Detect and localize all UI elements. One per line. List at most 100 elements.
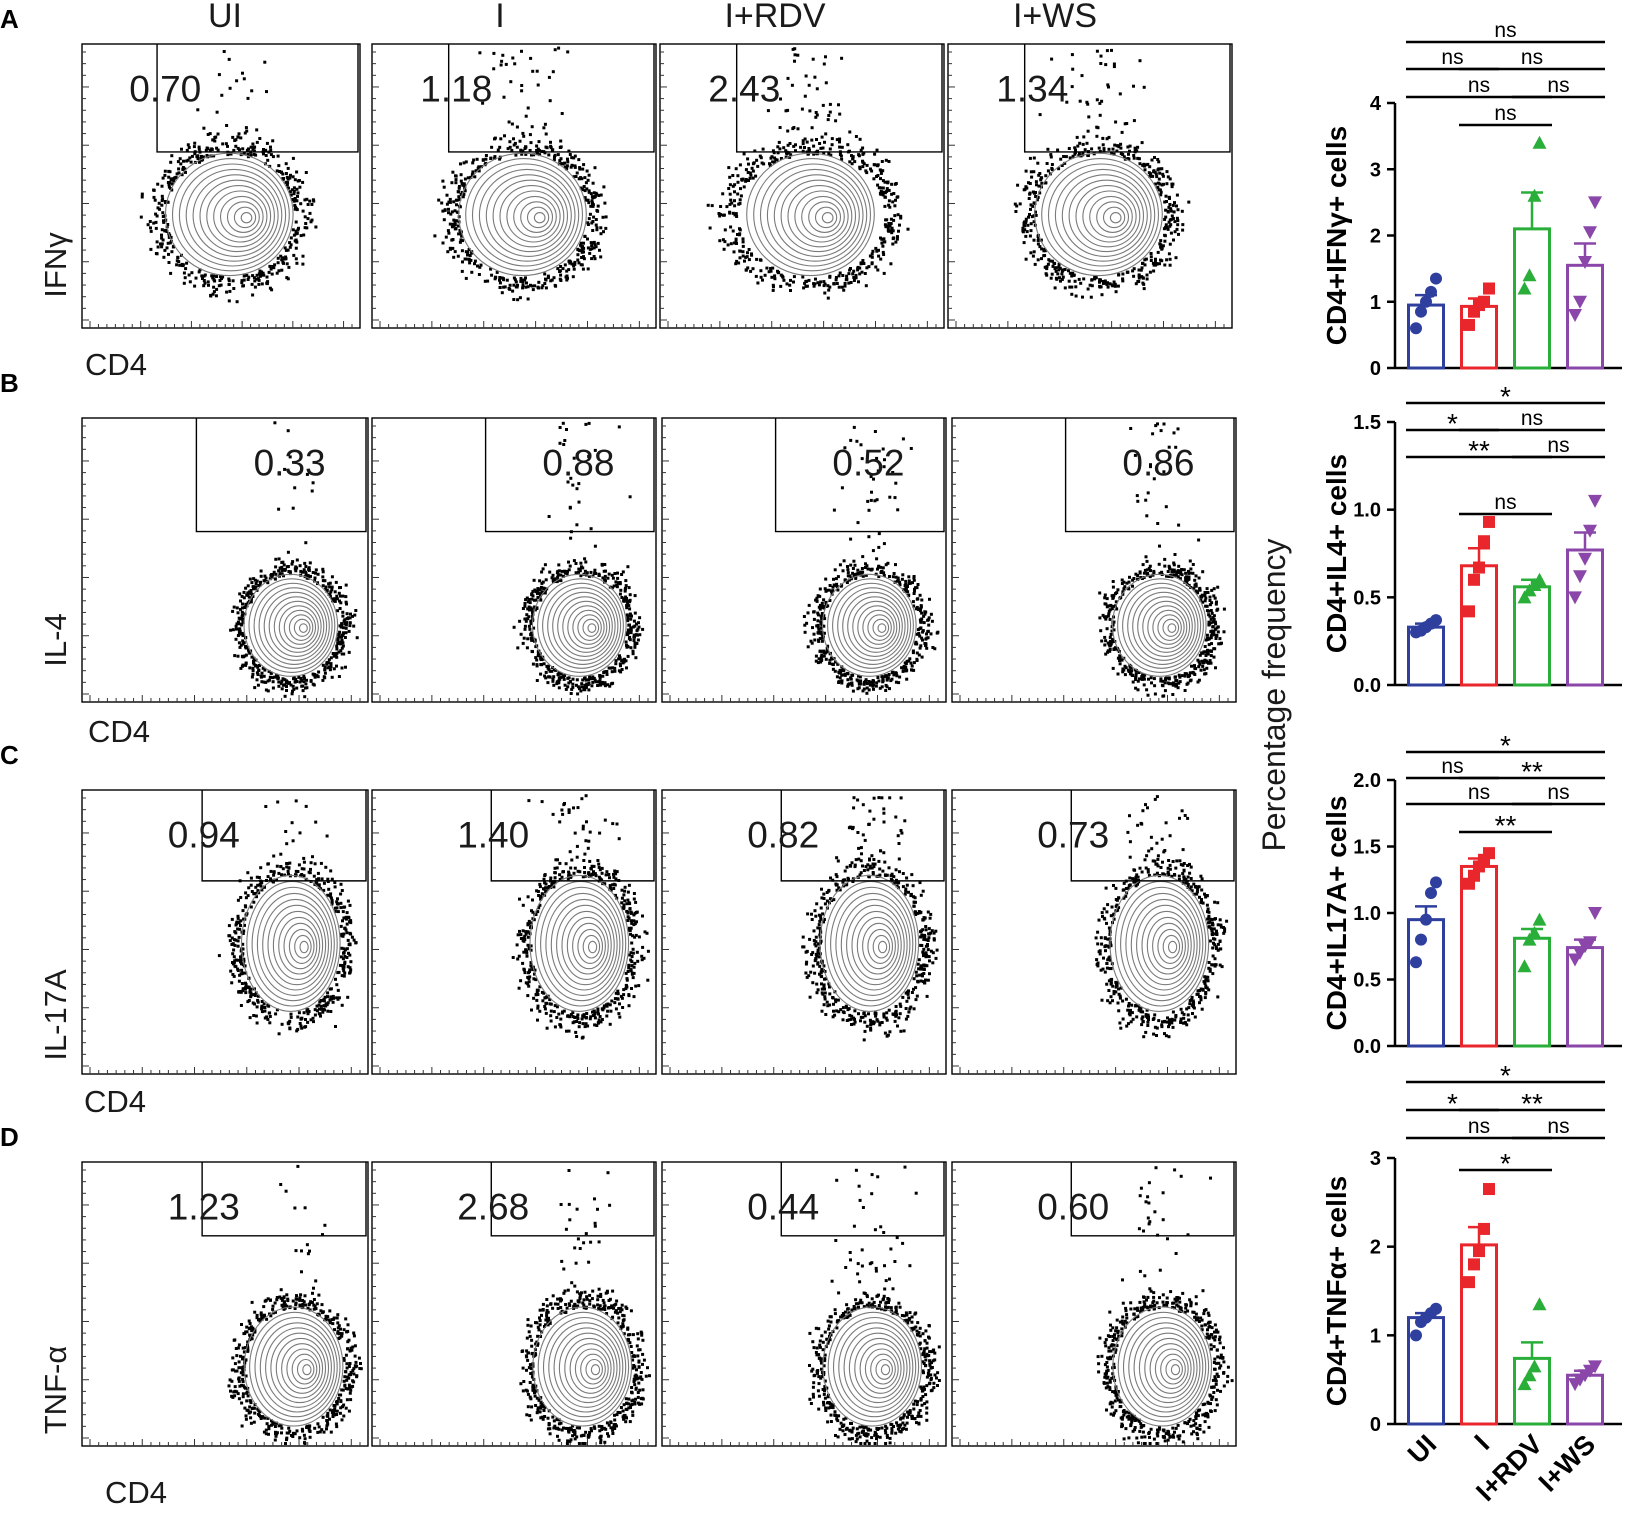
event-dot bbox=[622, 993, 626, 997]
event-dot bbox=[828, 584, 832, 587]
event-dot bbox=[294, 205, 297, 209]
event-dot bbox=[219, 275, 222, 279]
event-dot bbox=[299, 569, 303, 573]
event-dot bbox=[230, 981, 234, 985]
event-dot bbox=[1080, 74, 1084, 78]
event-dot bbox=[1185, 682, 1189, 686]
event-dot bbox=[569, 1013, 573, 1016]
event-dot bbox=[599, 255, 603, 259]
event-dot bbox=[820, 623, 824, 627]
event-dot bbox=[231, 628, 235, 632]
event-dot bbox=[846, 571, 850, 575]
event-dot bbox=[886, 181, 890, 185]
event-dot bbox=[1028, 234, 1032, 238]
event-dot bbox=[1107, 609, 1111, 613]
event-dot bbox=[344, 665, 347, 669]
density-contour bbox=[278, 605, 319, 649]
event-dot bbox=[569, 866, 573, 870]
event-dot bbox=[1151, 174, 1155, 178]
event-dot bbox=[592, 215, 596, 219]
gate-box bbox=[774, 418, 945, 533]
event-dot bbox=[896, 579, 899, 583]
event-dot bbox=[590, 199, 594, 203]
density-contour bbox=[268, 596, 325, 657]
event-dot bbox=[335, 900, 339, 904]
event-dot bbox=[788, 155, 792, 159]
event-dot bbox=[1219, 642, 1222, 646]
event-dot bbox=[341, 626, 345, 630]
event-dot bbox=[741, 250, 745, 254]
event-dot bbox=[304, 686, 307, 690]
event-dot bbox=[566, 276, 569, 280]
event-dot bbox=[838, 140, 841, 144]
event-dot bbox=[1149, 463, 1152, 467]
event-dot bbox=[602, 230, 605, 234]
event-dot bbox=[1046, 262, 1050, 266]
event-dot bbox=[793, 47, 797, 51]
event-dot bbox=[341, 964, 345, 968]
event-dot bbox=[1040, 257, 1043, 261]
event-dot bbox=[870, 255, 874, 259]
event-dot bbox=[163, 173, 167, 177]
event-dot bbox=[531, 662, 535, 666]
panel-letter-c: C bbox=[0, 740, 19, 770]
event-dot bbox=[218, 279, 222, 282]
event-dot bbox=[454, 198, 458, 202]
event-dot bbox=[258, 664, 261, 667]
event-dot bbox=[890, 226, 894, 230]
event-dot bbox=[346, 899, 350, 903]
event-dot bbox=[239, 896, 243, 899]
event-dot bbox=[1162, 227, 1166, 231]
event-dot bbox=[563, 165, 567, 169]
event-dot bbox=[791, 47, 795, 51]
event-dot bbox=[888, 575, 891, 578]
event-dot bbox=[295, 261, 299, 265]
event-dot bbox=[562, 677, 566, 681]
event-dot bbox=[1057, 268, 1061, 272]
event-dot bbox=[519, 279, 523, 283]
density-contour bbox=[256, 892, 332, 996]
event-dot bbox=[1152, 477, 1156, 481]
event-dot bbox=[344, 583, 348, 587]
event-dot bbox=[283, 683, 286, 687]
event-dot bbox=[881, 186, 885, 190]
event-dot bbox=[819, 603, 822, 607]
event-dot bbox=[900, 577, 904, 581]
event-dot bbox=[473, 259, 477, 263]
event-dot bbox=[297, 179, 301, 182]
event-dot bbox=[160, 245, 164, 249]
event-dot bbox=[308, 561, 312, 565]
event-dot bbox=[280, 258, 284, 262]
event-dot bbox=[1116, 284, 1120, 288]
event-dot bbox=[251, 669, 255, 673]
event-dot bbox=[340, 646, 344, 650]
event-dot bbox=[528, 601, 532, 605]
event-dot bbox=[498, 281, 502, 285]
event-dot bbox=[449, 212, 453, 216]
event-dot bbox=[546, 666, 550, 670]
event-dot bbox=[503, 285, 507, 289]
event-dot bbox=[291, 839, 295, 843]
event-dot bbox=[619, 664, 622, 668]
event-dot bbox=[571, 1015, 575, 1019]
event-dot bbox=[1056, 272, 1060, 276]
event-dot bbox=[530, 614, 534, 618]
event-dot bbox=[628, 623, 631, 627]
event-dot bbox=[323, 579, 327, 583]
event-dot bbox=[915, 659, 919, 662]
event-dot bbox=[885, 675, 889, 678]
gate-box bbox=[735, 44, 943, 153]
event-dot bbox=[1107, 147, 1111, 151]
event-dot bbox=[215, 146, 219, 150]
event-dot bbox=[540, 286, 544, 290]
event-dot bbox=[536, 587, 540, 591]
event-dot bbox=[287, 186, 290, 190]
event-dot bbox=[592, 1014, 596, 1018]
event-dot bbox=[1169, 218, 1173, 221]
event-dot bbox=[337, 650, 341, 654]
event-dot bbox=[641, 914, 644, 918]
event-dot bbox=[1138, 59, 1142, 63]
event-dot bbox=[1126, 668, 1130, 672]
event-dot bbox=[1103, 281, 1107, 285]
event-dot bbox=[626, 614, 630, 618]
